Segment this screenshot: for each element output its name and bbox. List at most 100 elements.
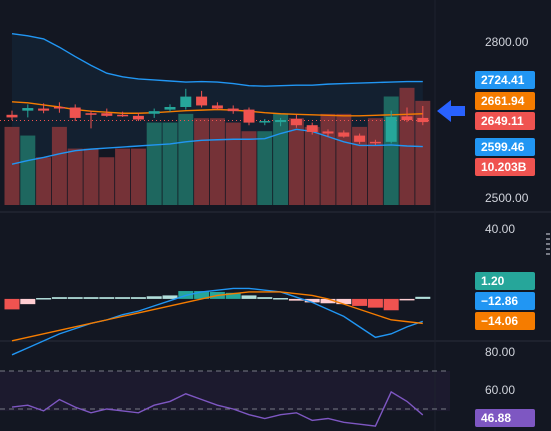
volume-bar bbox=[67, 148, 83, 205]
macd-badge-background bbox=[475, 292, 535, 310]
macd-badge-text: 1.20 bbox=[481, 274, 505, 288]
price-badge-text: 10.203B bbox=[481, 160, 527, 174]
macd-histogram-bar bbox=[383, 298, 399, 311]
scale-handle-icon[interactable] bbox=[546, 243, 550, 245]
macd-badge-text: −12.86 bbox=[481, 294, 518, 308]
macd-histogram-bar bbox=[320, 298, 336, 304]
macd-histogram-bar bbox=[399, 298, 415, 301]
volume-bar bbox=[83, 148, 99, 205]
candle-body bbox=[259, 121, 271, 123]
price-badge: 2599.46 bbox=[475, 138, 535, 156]
macd-badge: −12.86 bbox=[475, 292, 535, 310]
scale-handle-icon[interactable] bbox=[546, 253, 550, 255]
macd-histogram-bar bbox=[352, 298, 368, 306]
candle-body bbox=[148, 111, 160, 114]
volume-bar bbox=[241, 131, 257, 205]
volume-bar bbox=[304, 126, 320, 205]
macd-badge-background bbox=[475, 312, 535, 330]
rsi-axis-tick-label: 80.00 bbox=[485, 345, 515, 359]
price-axis-tick-label: 2500.00 bbox=[485, 191, 529, 205]
macd-histogram-bar bbox=[36, 298, 52, 300]
price-badge-background bbox=[475, 138, 535, 156]
macd-histogram-bar bbox=[4, 298, 20, 310]
candle-body bbox=[69, 107, 81, 118]
rsi-line bbox=[11, 390, 424, 427]
price-badge-text: 2724.41 bbox=[481, 73, 525, 87]
macd-histogram-bar bbox=[83, 297, 99, 299]
candle-body bbox=[227, 108, 239, 112]
macd-histogram-bar bbox=[162, 295, 178, 299]
macd-histogram-bar bbox=[288, 298, 304, 301]
volume-bar bbox=[99, 157, 115, 205]
rsi-badge-text: 46.88 bbox=[481, 411, 511, 425]
candle-body bbox=[338, 132, 350, 137]
macd-line bbox=[11, 287, 424, 356]
price-badge: 10.203B bbox=[475, 158, 535, 176]
macd-histogram-bar bbox=[194, 291, 210, 299]
price-axis-tick-label: 2800.00 bbox=[485, 35, 529, 49]
macd-histogram-bar bbox=[367, 298, 383, 308]
macd-histogram-bar bbox=[257, 297, 273, 299]
candle-body bbox=[196, 96, 208, 106]
volume-bar bbox=[115, 148, 131, 205]
volume-bar bbox=[146, 122, 162, 205]
macd-axis-tick-label: 40.00 bbox=[485, 222, 515, 236]
volume-bar bbox=[320, 113, 336, 205]
volume-bar bbox=[130, 148, 146, 205]
candle-body bbox=[385, 116, 397, 142]
bollinger-upper-line bbox=[11, 32, 423, 87]
price-badge-background bbox=[475, 158, 535, 176]
candle-body bbox=[417, 117, 429, 123]
macd-badge-background bbox=[475, 272, 535, 290]
price-badge-background bbox=[475, 71, 535, 89]
candle-body bbox=[306, 125, 318, 132]
macd-histogram-bar bbox=[20, 298, 36, 305]
macd-histogram-bar bbox=[225, 292, 241, 299]
candle-body bbox=[275, 120, 287, 123]
candle-body bbox=[117, 114, 129, 117]
price-badge-background bbox=[475, 92, 535, 110]
price-badge-text: 2599.46 bbox=[481, 140, 525, 154]
macd-histogram-bar bbox=[146, 296, 162, 299]
arrow-left-icon bbox=[437, 100, 465, 122]
macd-histogram-bar bbox=[130, 297, 146, 299]
macd-histogram-bar bbox=[115, 297, 131, 299]
volume-bar bbox=[194, 118, 210, 205]
candle-body bbox=[85, 113, 97, 115]
volume-bar bbox=[273, 113, 289, 205]
volume-bar bbox=[288, 118, 304, 205]
scale-handle-icon[interactable] bbox=[546, 238, 550, 240]
volume-bar bbox=[415, 100, 431, 205]
candle-body bbox=[53, 107, 65, 109]
candle-body bbox=[180, 96, 192, 107]
volume-bar bbox=[20, 135, 36, 205]
price-badge: 2661.94 bbox=[475, 92, 535, 110]
volume-bar bbox=[225, 122, 241, 205]
scale-handle-icon[interactable] bbox=[546, 233, 550, 235]
rsi-badge-background bbox=[475, 409, 535, 427]
candle-body bbox=[322, 131, 334, 134]
macd-histogram-bar bbox=[273, 298, 289, 300]
volume-bar bbox=[367, 118, 383, 205]
candle-body bbox=[369, 141, 381, 144]
candle-body bbox=[22, 108, 34, 111]
rsi-band-fill bbox=[0, 371, 450, 411]
scale-handle-icon[interactable] bbox=[546, 248, 550, 250]
candle-body bbox=[290, 118, 302, 126]
bollinger-lower-line bbox=[11, 128, 423, 165]
candle-body bbox=[243, 109, 255, 123]
rsi-axis-tick-label: 60.00 bbox=[485, 383, 515, 397]
macd-histogram-bar bbox=[99, 297, 115, 299]
macd-histogram-bar bbox=[241, 295, 257, 299]
price-badge-text: 2661.94 bbox=[481, 94, 525, 108]
volume-bar bbox=[352, 126, 368, 205]
volume-bar bbox=[162, 122, 178, 205]
volume-bar bbox=[209, 118, 225, 205]
price-badge: 2649.11 bbox=[475, 112, 535, 130]
price-badge-background bbox=[475, 112, 535, 130]
volume-bar bbox=[178, 113, 194, 205]
candle-body bbox=[354, 135, 366, 142]
candle-body bbox=[38, 108, 50, 111]
macd-histogram-bar bbox=[67, 297, 83, 299]
